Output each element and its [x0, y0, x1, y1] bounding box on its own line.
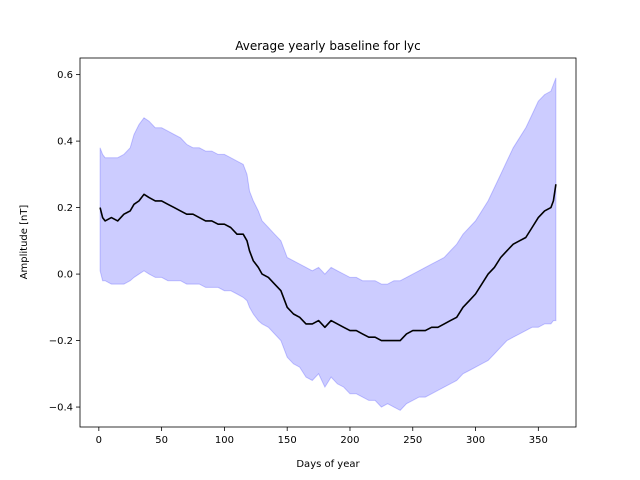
y-tick-label: 0.2 — [57, 203, 73, 214]
y-tick-label: 0.6 — [57, 70, 73, 81]
x-tick-label: 150 — [278, 435, 297, 446]
x-tick-label: 100 — [215, 435, 234, 446]
baseline-line — [99, 184, 557, 342]
confidence-band — [99, 77, 557, 412]
x-tick-label: 0 — [96, 435, 102, 446]
y-tick-label: 0.4 — [57, 137, 73, 148]
y-tick-label: 0.0 — [57, 270, 73, 281]
plot-area: 0 50 100 150 200 250 300 350 −0.4 −0.2 0.0 0.2 0.4 0.… — [49, 57, 577, 446]
x-tick-label: 50 — [155, 435, 168, 446]
chart-title: Average yearly baseline for lyc — [235, 39, 421, 53]
y-axis-label: Amplitude [nT] — [19, 205, 30, 280]
y-tick-label: −0.4 — [49, 403, 73, 414]
x-tick-label: 200 — [340, 435, 359, 446]
y-tick-label: −0.2 — [49, 336, 73, 347]
x-tick-label: 300 — [466, 435, 485, 446]
x-tick-label: 250 — [403, 435, 422, 446]
x-axis-label: Days of year — [296, 459, 360, 470]
axes-frame — [79, 57, 577, 428]
x-tick-label: 350 — [529, 435, 548, 446]
